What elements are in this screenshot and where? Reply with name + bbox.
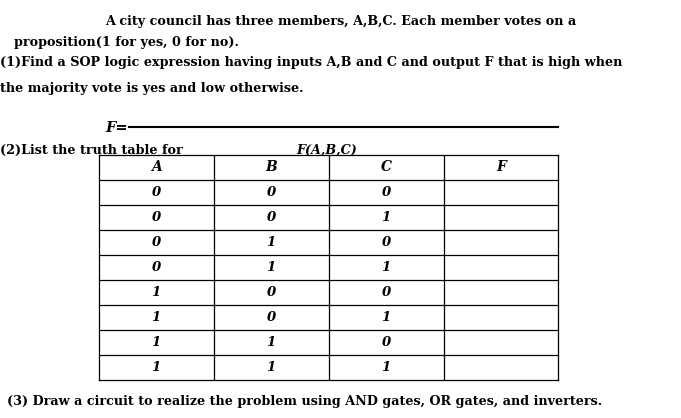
- Text: 0: 0: [152, 261, 161, 274]
- Text: 0: 0: [381, 236, 391, 249]
- Text: 1: 1: [266, 261, 276, 274]
- Text: 0: 0: [266, 311, 276, 324]
- Text: 1: 1: [381, 261, 391, 274]
- Text: A city council has three members, A,B,C. Each member votes on a: A city council has three members, A,B,C.…: [105, 15, 576, 28]
- Text: 1: 1: [152, 286, 161, 299]
- Text: 0: 0: [152, 186, 161, 199]
- Text: 1: 1: [152, 311, 161, 324]
- Text: (3) Draw a circuit to realize the problem using AND gates, OR gates, and inverte: (3) Draw a circuit to realize the proble…: [7, 395, 602, 408]
- Text: 1: 1: [266, 336, 276, 349]
- Text: 0: 0: [266, 186, 276, 199]
- Text: F=: F=: [106, 121, 128, 135]
- Text: C: C: [381, 160, 392, 174]
- Text: proposition(1 for yes, 0 for no).: proposition(1 for yes, 0 for no).: [14, 36, 238, 48]
- Text: 0: 0: [266, 211, 276, 224]
- Text: 1: 1: [266, 236, 276, 249]
- Text: (2)List the truth table for: (2)List the truth table for: [0, 144, 187, 157]
- Text: 0: 0: [381, 186, 391, 199]
- Text: 1: 1: [266, 361, 276, 375]
- Text: the majority vote is yes and low otherwise.: the majority vote is yes and low otherwi…: [0, 82, 304, 94]
- Text: 1: 1: [381, 311, 391, 324]
- Text: 1: 1: [152, 336, 161, 349]
- Text: 0: 0: [381, 286, 391, 299]
- Text: 0: 0: [381, 336, 391, 349]
- Text: 0: 0: [266, 286, 276, 299]
- Text: 1: 1: [381, 361, 391, 375]
- Text: B: B: [265, 160, 277, 174]
- Text: F: F: [496, 160, 506, 174]
- Text: 0: 0: [152, 211, 161, 224]
- Text: 1: 1: [152, 361, 161, 375]
- Text: A: A: [151, 160, 161, 174]
- Text: F(A,B,C): F(A,B,C): [296, 144, 357, 157]
- Text: 1: 1: [381, 211, 391, 224]
- Text: 0: 0: [152, 236, 161, 249]
- Text: (1)Find a SOP logic expression having inputs A,B and C and output F that is high: (1)Find a SOP logic expression having in…: [0, 56, 622, 69]
